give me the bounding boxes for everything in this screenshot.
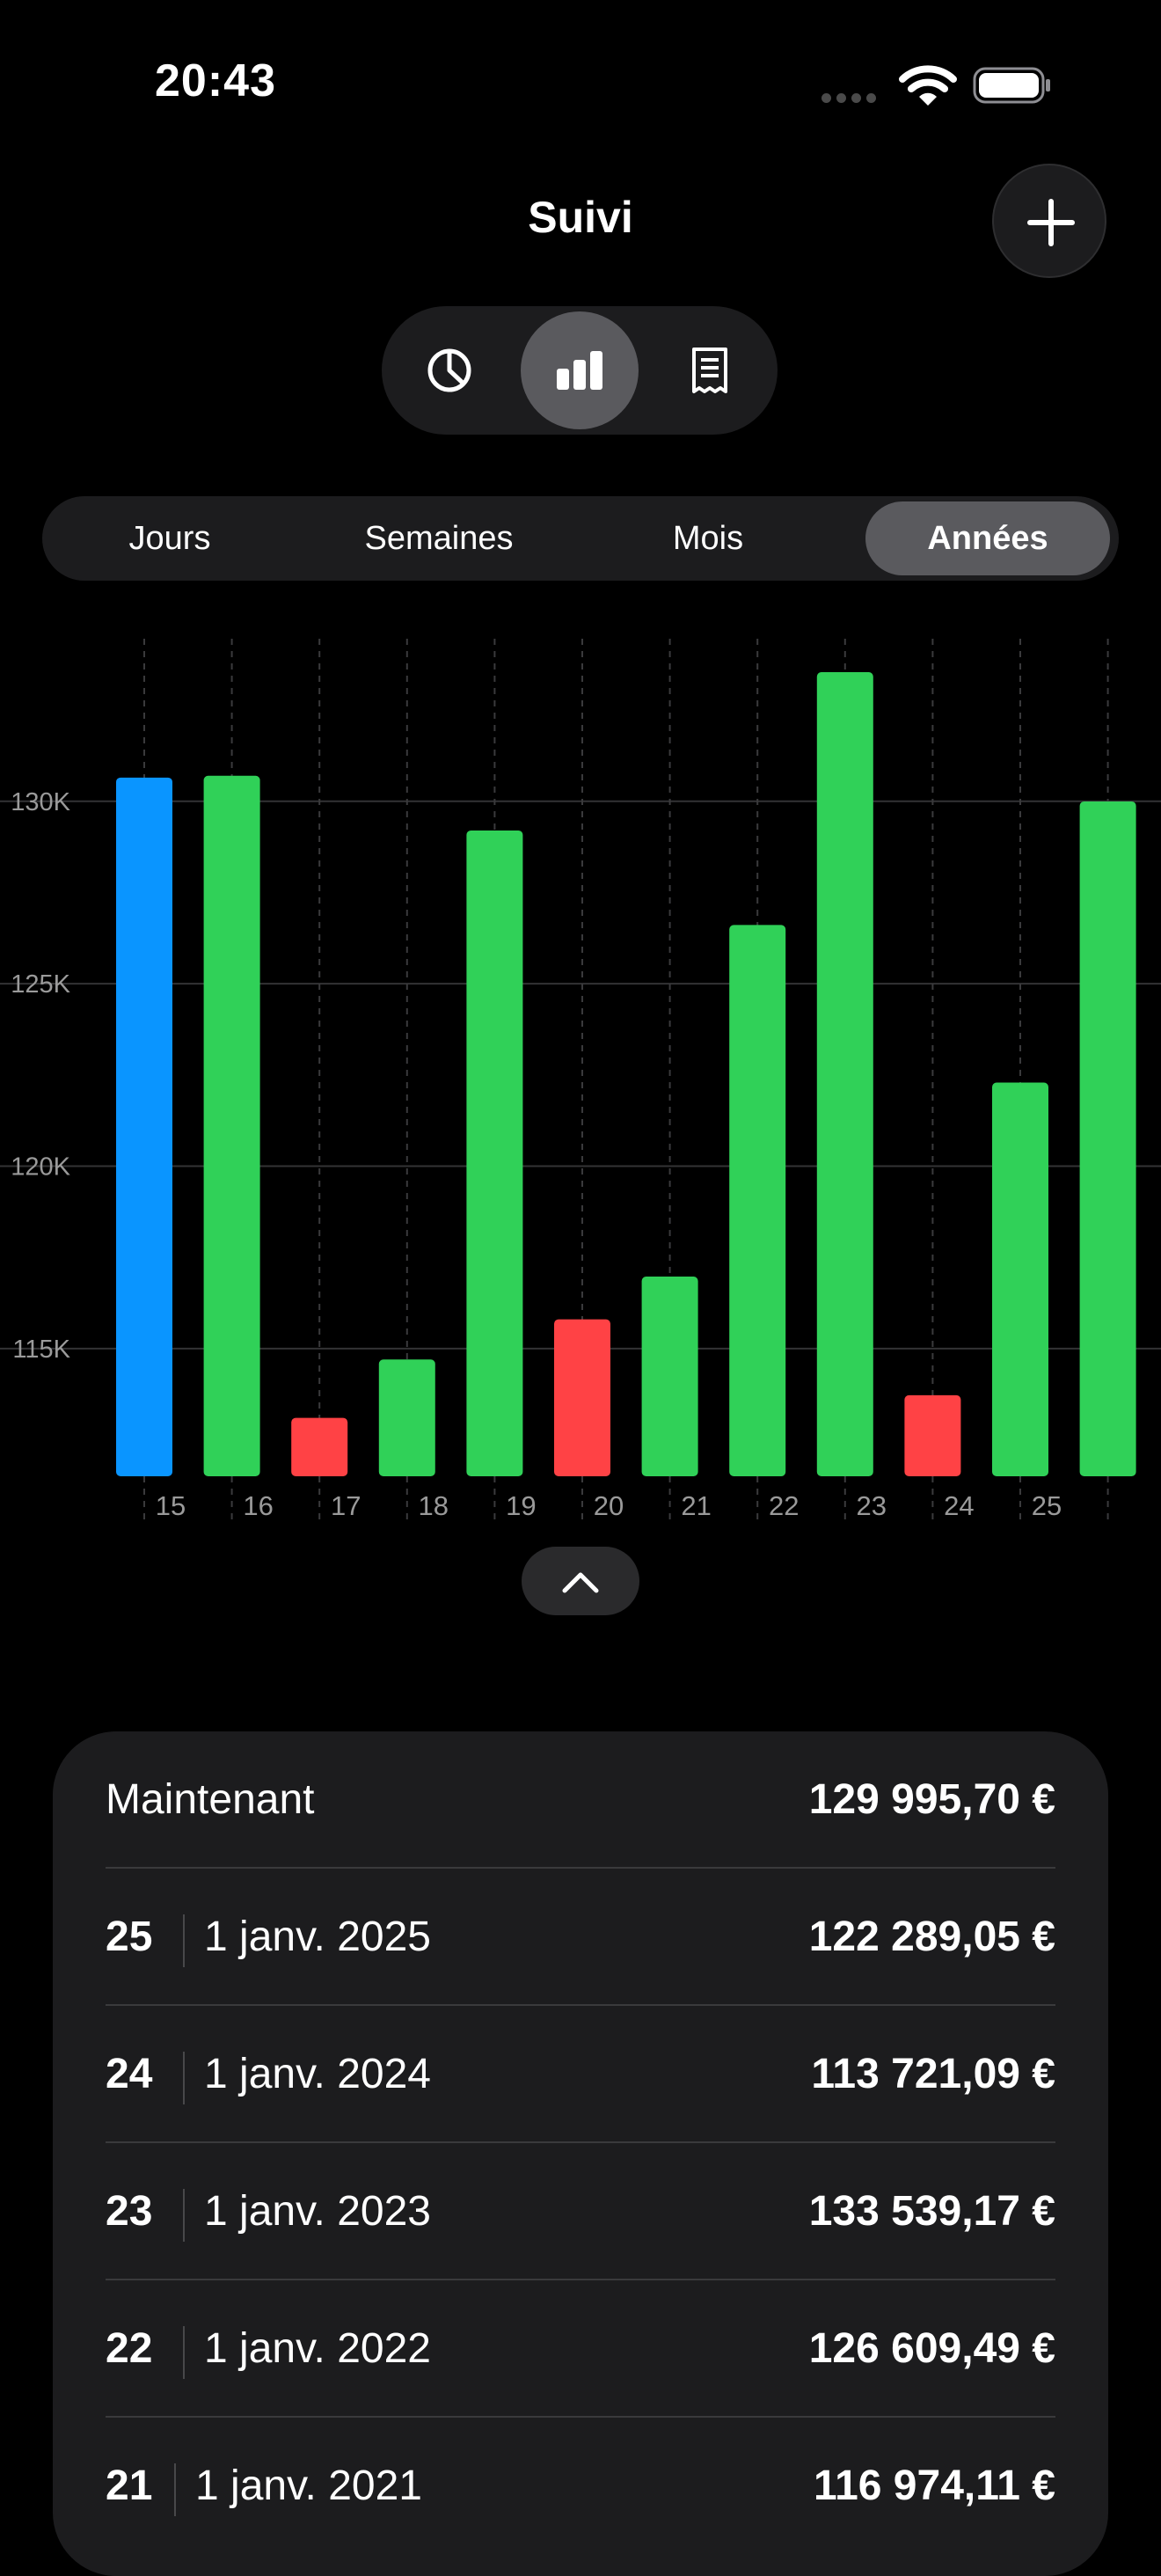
divider: [106, 2004, 1055, 2006]
bar-16[interactable]: [203, 775, 260, 1476]
bar-20[interactable]: [554, 1319, 610, 1476]
bar-19[interactable]: [466, 830, 523, 1476]
list-item-now[interactable]: Maintenant 129 995,70 €: [106, 1731, 1055, 1869]
y-tick-label: 130K: [11, 788, 70, 816]
divider: [174, 2463, 176, 2516]
list-item[interactable]: 21 1 janv. 2021 116 974,11 €: [106, 2418, 1055, 2555]
page-title: Suivi: [528, 193, 633, 242]
bar-15[interactable]: [116, 777, 172, 1476]
bar-18[interactable]: [378, 1359, 435, 1476]
row-date: 1 janv. 2021: [195, 2463, 422, 2509]
bar-26[interactable]: [1079, 801, 1136, 1476]
chevron-up-icon: [562, 1572, 599, 1593]
list-view-button[interactable]: [651, 311, 769, 429]
bar-23[interactable]: [816, 671, 873, 1476]
x-tick-label: 17: [331, 1490, 361, 1521]
bar-chart-icon: [557, 351, 602, 390]
row-date: 1 janv. 2022: [204, 2325, 431, 2372]
divider: [183, 2189, 185, 2242]
collapse-chart-button[interactable]: [522, 1547, 639, 1615]
bar-view-button[interactable]: [521, 311, 639, 429]
row-amount: 133 539,17 €: [808, 2188, 1055, 2235]
x-tick-label: 21: [681, 1490, 711, 1521]
bar-25[interactable]: [992, 1082, 1048, 1476]
y-tick-label: 125K: [11, 970, 70, 999]
history-list: Maintenant 129 995,70 € 25 1 janv. 2025 …: [53, 1731, 1108, 2576]
divider: [183, 2052, 185, 2104]
list-item[interactable]: 22 1 janv. 2022 126 609,49 €: [106, 2280, 1055, 2418]
x-tick-label: 23: [857, 1490, 887, 1521]
divider: [106, 1867, 1055, 1869]
bar-22[interactable]: [729, 925, 786, 1476]
signal-icon: [821, 91, 883, 104]
row-date: 1 janv. 2024: [204, 2051, 431, 2097]
pie-view-button[interactable]: [391, 311, 508, 429]
row-date: 1 janv. 2023: [204, 2188, 431, 2235]
period-segmented-control: Jours Semaines Mois Années: [42, 496, 1119, 581]
divider: [183, 2326, 185, 2379]
divider: [106, 2279, 1055, 2280]
row-year: 22: [106, 2325, 153, 2372]
row-year: 23: [106, 2188, 153, 2235]
row-year: 25: [106, 1914, 153, 1960]
row-amount: 122 289,05 €: [808, 1914, 1055, 1960]
wifi-icon: [899, 63, 957, 107]
list-item[interactable]: 23 1 janv. 2023 133 539,17 €: [106, 2143, 1055, 2280]
divider: [183, 1914, 185, 1967]
row-amount: 116 974,11 €: [814, 2463, 1055, 2509]
row-amount: 129 995,70 €: [808, 1776, 1055, 1823]
row-amount: 113 721,09 €: [811, 2051, 1055, 2097]
tab-jours[interactable]: Jours: [128, 520, 211, 557]
x-tick-label: 25: [1032, 1490, 1062, 1521]
y-tick-label: 120K: [11, 1153, 70, 1181]
x-tick-label: 20: [594, 1490, 624, 1521]
pie-chart-icon: [427, 348, 471, 392]
tab-annees[interactable]: Années: [865, 501, 1110, 575]
list-item[interactable]: 25 1 janv. 2025 122 289,05 €: [106, 1869, 1055, 2006]
tab-semaines[interactable]: Semaines: [364, 520, 514, 557]
bar-21[interactable]: [641, 1276, 698, 1476]
receipt-icon: [692, 348, 727, 393]
x-tick-label: 18: [419, 1490, 449, 1521]
x-tick-label: 22: [769, 1490, 799, 1521]
view-switcher: [382, 306, 778, 435]
divider: [106, 2141, 1055, 2143]
bar-24[interactable]: [904, 1394, 961, 1476]
bar-17[interactable]: [291, 1417, 348, 1476]
x-tick-label: 19: [506, 1490, 536, 1521]
y-tick-label: 115K: [12, 1336, 70, 1364]
x-tick-label: 15: [156, 1490, 186, 1521]
row-amount: 126 609,49 €: [808, 2325, 1055, 2372]
battery-icon: [973, 67, 1052, 104]
add-button[interactable]: [992, 164, 1106, 278]
row-year: 21: [106, 2463, 153, 2509]
tab-mois[interactable]: Mois: [672, 520, 744, 557]
x-tick-label: 16: [243, 1490, 273, 1521]
row-year: 24: [106, 2051, 153, 2097]
x-tick-label: 24: [944, 1490, 974, 1521]
row-date: 1 janv. 2025: [204, 1914, 431, 1960]
divider: [106, 2416, 1055, 2418]
list-item[interactable]: 24 1 janv. 2024 113 721,09 €: [106, 2006, 1055, 2143]
plus-icon: [1027, 199, 1075, 246]
row-label: Maintenant: [106, 1776, 315, 1823]
status-time: 20:43: [155, 55, 276, 106]
bar-chart: 115K 120K 125K 130K 15 16 17 18 19 20 21 22 23 24 25: [0, 639, 1161, 1522]
